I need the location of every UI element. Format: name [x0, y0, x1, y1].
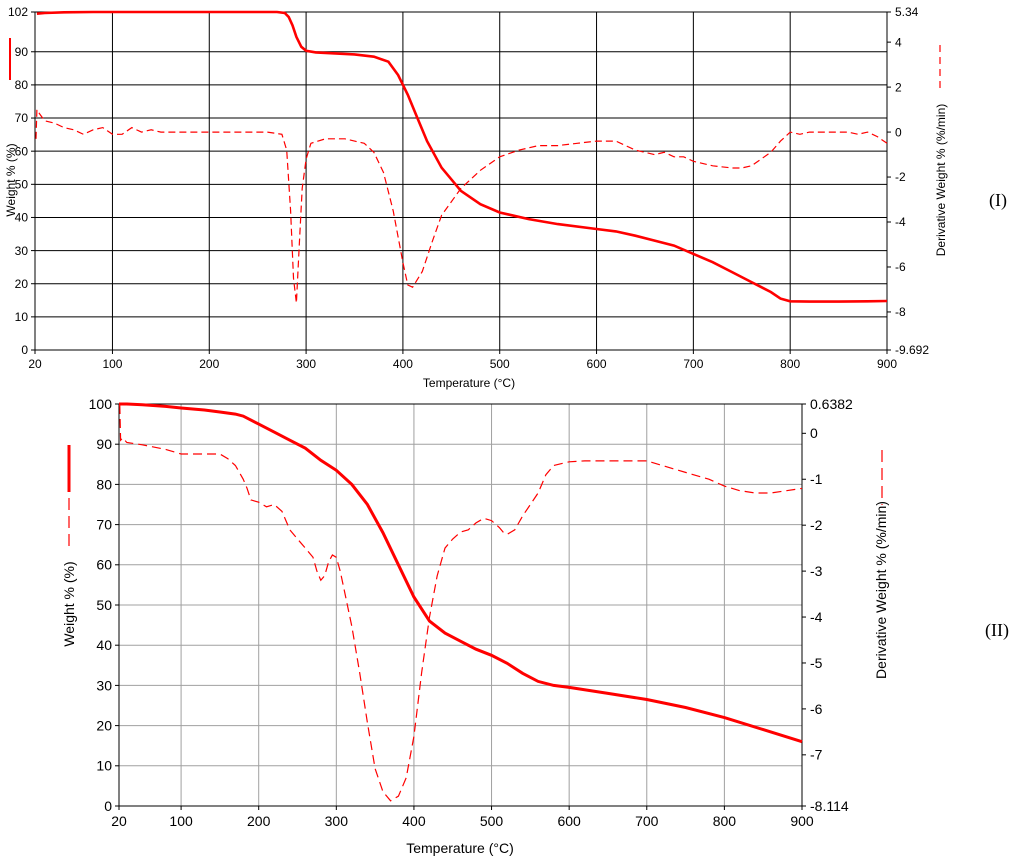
derivative-curve-1: [35, 107, 888, 304]
y-tick-label: 40: [15, 211, 29, 225]
y2-tick-label: -4: [895, 215, 906, 229]
x-tick-label: 200: [199, 357, 219, 371]
y-tick-label: 100: [89, 396, 113, 412]
y2-tick-label: -2: [895, 170, 906, 184]
y-tick-label: 90: [96, 436, 112, 452]
x-tick-label: 20: [28, 357, 42, 371]
y-tick-label: 70: [15, 111, 29, 125]
x-tick-label: 500: [480, 813, 504, 829]
y-tick-labels-2: 0 10 20 30 40 50 60 70 80 90 100: [89, 396, 119, 814]
x-tick-label: 900: [877, 357, 897, 371]
x-tick-label: 200: [247, 813, 271, 829]
y-tick-label: 80: [15, 78, 29, 92]
x-tick-label: 100: [169, 813, 193, 829]
y2-tick-label: 5.34: [895, 5, 919, 19]
x-tick-label: 400: [402, 813, 426, 829]
y2-tick-label: -8.114: [810, 798, 849, 814]
panel-label-1: (I): [989, 190, 1007, 211]
y2-tick-label: 2: [895, 80, 902, 94]
y2-tick-label: -6: [810, 701, 823, 717]
y-tick-label: 20: [15, 277, 29, 291]
y2-tick-label: -6: [895, 260, 906, 274]
y2-tick-label: 0.6382: [810, 396, 853, 412]
grid-horizontal-2: [119, 443, 802, 767]
x-tick-label: 20: [111, 813, 127, 829]
chart-panel-1: 20 100 200 300 400 500 600 700 800 900 0102030405…: [4, 5, 1007, 390]
x-tick-label: 600: [557, 813, 581, 829]
derivative-curve-2: [119, 405, 803, 802]
x-tick-label: 400: [393, 357, 413, 371]
y2-tick-labels-2: -8.114 -7 -6 -5 -4 -3 -2 -1 0 0.6382: [802, 396, 853, 814]
y-tick-label: 10: [15, 310, 29, 324]
y2-axis-title-2: Derivative Weight % (%/min): [873, 501, 889, 679]
y2-tick-label: -9.692: [895, 343, 929, 357]
x-axis-title-2: Temperature (°C): [406, 840, 514, 856]
y-tick-label: 10: [96, 758, 112, 774]
weight-curve-1: [36, 10, 888, 303]
y-tick-label: 90: [15, 45, 29, 59]
y-tick-label: 30: [96, 677, 112, 693]
y2-tick-label: 0: [810, 425, 818, 441]
x-tick-label: 300: [296, 357, 316, 371]
y2-tick-label: -1: [810, 471, 823, 487]
x-tick-labels-2: 20 100 200 300 400 500 600 700 800 900: [111, 806, 814, 829]
y-tick-label: 40: [96, 637, 112, 653]
y-tick-label: 50: [96, 597, 112, 613]
y2-axis-title-1: Derivative Weight % (%/min): [934, 104, 948, 256]
y-tick-label: 60: [15, 144, 29, 158]
x-tick-label: 700: [635, 813, 659, 829]
y2-tick-label: -8: [895, 305, 906, 319]
y-tick-label: 20: [96, 718, 112, 734]
y2-tick-label: 4: [895, 35, 902, 49]
y-axis-title-2: Weight % (%): [61, 561, 77, 646]
y-tick-label: 60: [96, 557, 112, 573]
y-tick-label: 70: [96, 517, 112, 533]
weight-curve-2: [119, 402, 803, 744]
plot-area-1: [35, 12, 887, 350]
x-tick-label: 800: [780, 357, 800, 371]
grid-vertical-1: [111, 12, 791, 350]
y-tick-labels-1: 0 10 20 30 40 50 60 70 80 90 102: [8, 5, 35, 357]
y2-tick-label: -7: [810, 747, 823, 763]
y-axis-title-1: Weight % (%): [4, 143, 18, 216]
y2-tick-label: -3: [810, 563, 823, 579]
y2-tick-label: 0: [895, 125, 902, 139]
y-tick-label: 50: [15, 178, 29, 192]
y2-tick-label: -4: [810, 609, 823, 625]
y2-tick-label: -5: [810, 655, 823, 671]
x-tick-label: 100: [102, 357, 122, 371]
x-tick-labels-1: 20 100 200 300 400 500 600 700 800 900: [28, 350, 897, 371]
chart-panel-2: 20 100 200 300 400 500 600 700 800 900 0102030405…: [61, 396, 1009, 856]
x-tick-label: 600: [587, 357, 607, 371]
y-tick-label: 80: [96, 476, 112, 492]
x-axis-title-1: Temperature (°C): [423, 376, 515, 390]
x-tick-label: 300: [325, 813, 349, 829]
x-tick-label: 800: [713, 813, 737, 829]
grid-horizontal-1: [35, 51, 887, 318]
panel-label-2: (II): [985, 620, 1009, 641]
y-tick-label: 0: [21, 343, 28, 357]
x-tick-label: 500: [490, 357, 510, 371]
y2-tick-label: -2: [810, 517, 823, 533]
plot-frame-1: [34, 11, 888, 351]
x-tick-label: 900: [790, 813, 814, 829]
y-tick-label: 30: [15, 244, 29, 258]
y-tick-label: 0: [104, 798, 112, 814]
y2-tick-labels-1: -9.692 -8 -6 -4 -2 0 2 4 5.34: [887, 5, 929, 357]
y-tick-label: 102: [8, 5, 28, 19]
x-tick-label: 700: [683, 357, 703, 371]
